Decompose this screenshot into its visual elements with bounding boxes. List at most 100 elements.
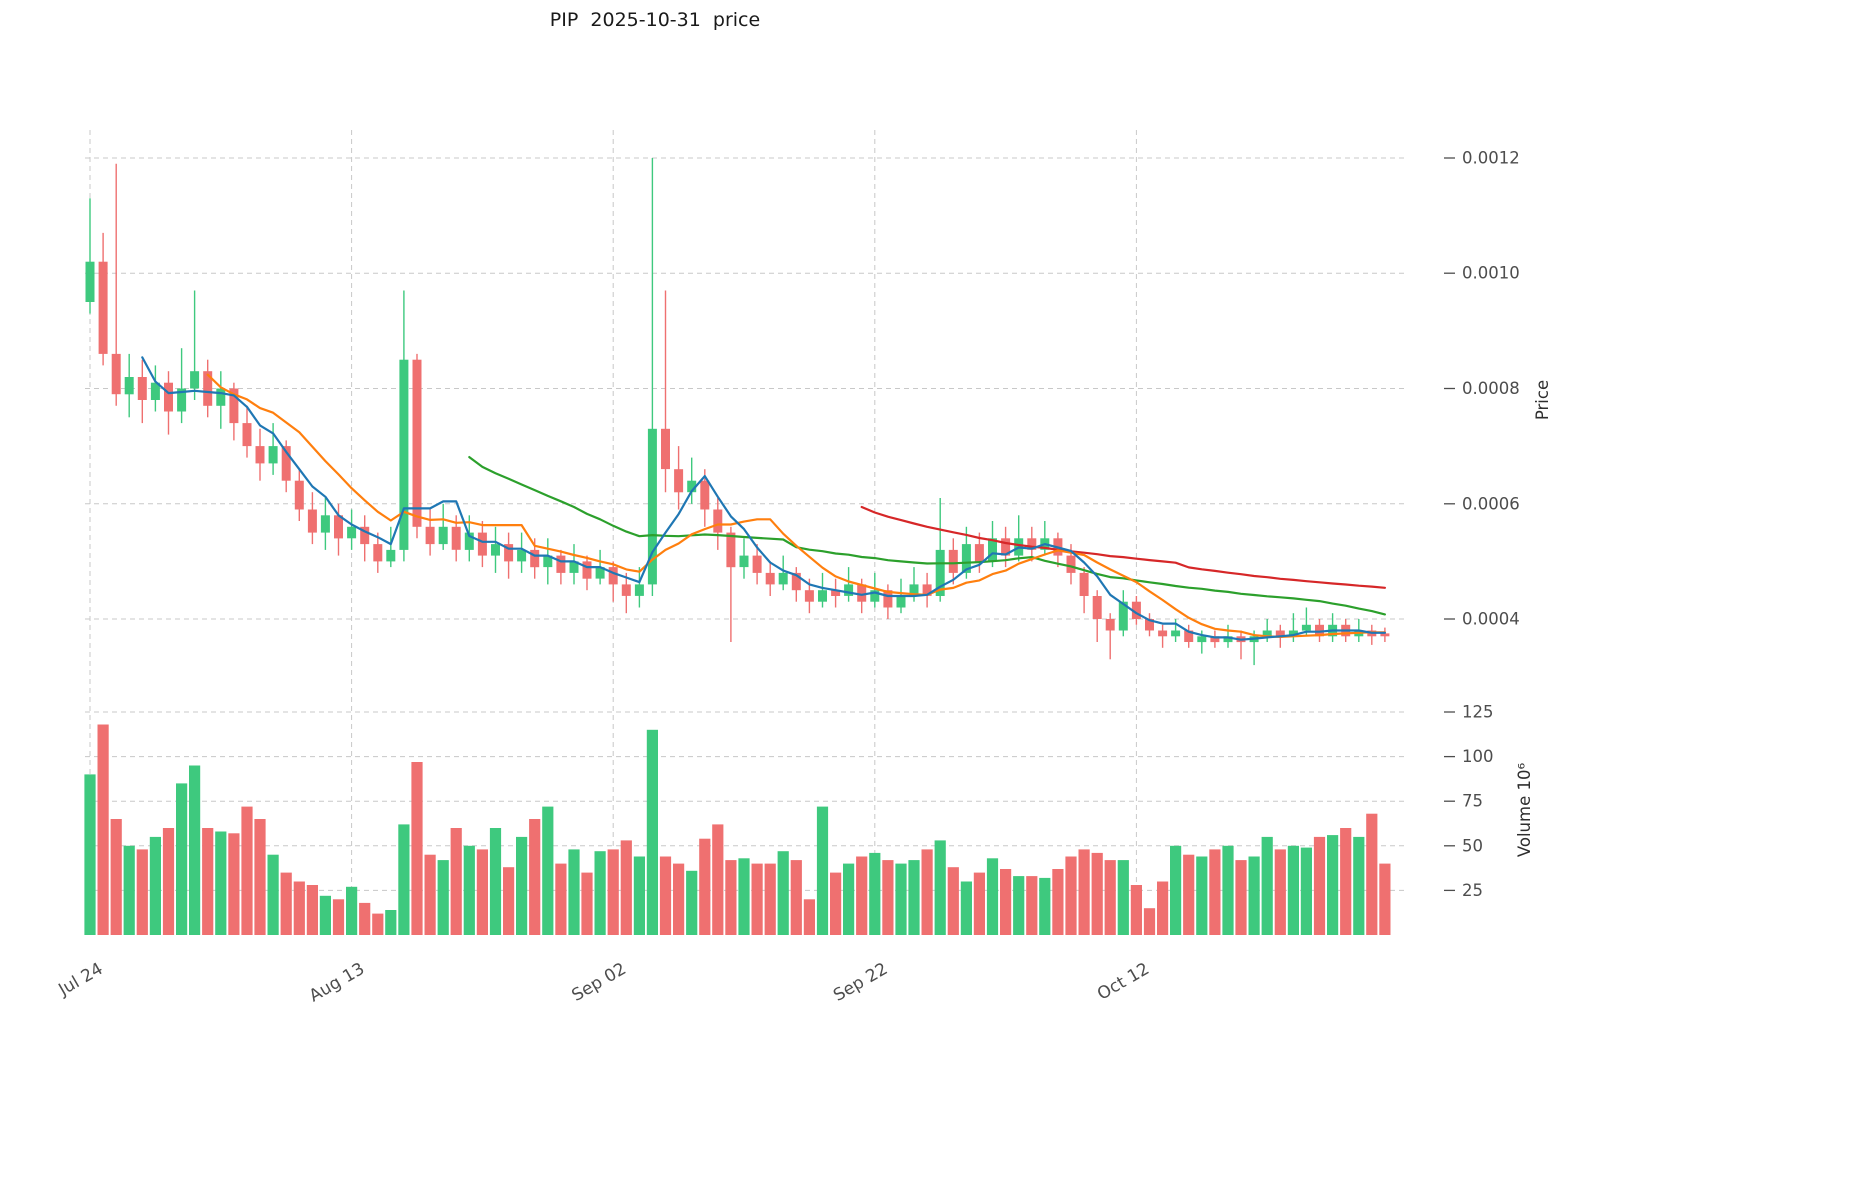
candle-body <box>1380 633 1390 637</box>
candle-body <box>909 584 919 596</box>
volume-bar <box>712 824 724 935</box>
volume-bar <box>790 860 802 935</box>
candle-body <box>1275 630 1285 637</box>
candle-body <box>399 359 409 550</box>
candle-body <box>320 515 330 533</box>
candle-body <box>1145 619 1154 631</box>
candle-body <box>1288 630 1298 637</box>
volume-bar <box>437 860 449 935</box>
volume-bar <box>529 819 541 935</box>
volume-bar <box>293 881 305 935</box>
ma-line-60 <box>860 505 1386 589</box>
volume-bar <box>97 724 109 935</box>
volume-bar <box>1026 876 1038 935</box>
candle-body <box>647 428 657 585</box>
volume-bar <box>1300 847 1312 935</box>
candle-body <box>438 526 448 545</box>
volume-bar <box>241 806 253 935</box>
volume-tick-label: 25 <box>1462 881 1483 900</box>
volume-bar <box>856 856 868 935</box>
volume-bar <box>581 872 593 935</box>
volume-bar <box>751 863 763 935</box>
candle-body <box>818 590 827 602</box>
volume-bar <box>659 856 672 935</box>
candle-body <box>111 353 121 395</box>
price-tick-label: 0.0006 <box>1462 494 1520 513</box>
volume-bar <box>372 913 384 935</box>
volume-bar <box>1366 813 1378 935</box>
volume-bar <box>267 854 279 935</box>
volume-bar <box>1130 885 1142 935</box>
candle-body <box>778 572 788 585</box>
volume-bar <box>620 840 632 935</box>
volume-bar <box>1091 852 1103 935</box>
volume-bar <box>1078 849 1090 935</box>
volume-bar <box>149 836 161 935</box>
volume-bar <box>686 870 698 935</box>
candle-body <box>268 446 278 464</box>
candle-body <box>569 561 579 573</box>
volume-bar <box>489 828 502 935</box>
candle-body <box>203 371 213 406</box>
volume-bar <box>503 867 515 935</box>
candle-body <box>517 549 527 562</box>
volume-bar <box>215 831 227 935</box>
volume-bar <box>1196 856 1208 935</box>
candle-body <box>857 584 867 602</box>
volume-bar <box>385 910 397 935</box>
volume-bar <box>568 849 580 935</box>
candle-body <box>451 526 461 550</box>
candle-body <box>621 584 631 596</box>
candle-body <box>831 590 841 596</box>
candle-body <box>870 590 880 602</box>
volume-bar <box>607 849 619 935</box>
candle-body <box>974 544 984 562</box>
volume-bar <box>332 899 345 935</box>
volume-bar <box>228 833 240 935</box>
volume-bar <box>254 819 266 935</box>
candle-body <box>791 572 801 591</box>
volume-bar <box>424 854 436 935</box>
volume-bar <box>1000 869 1012 935</box>
candle-body <box>713 509 723 533</box>
candle-body <box>150 382 160 400</box>
volume-bar <box>136 849 148 935</box>
candle-body <box>700 480 710 510</box>
candle-body <box>1184 630 1194 642</box>
candle-body <box>1197 636 1207 643</box>
candle-body <box>988 538 997 562</box>
candle-body <box>1301 624 1311 631</box>
volume-tick-label: 50 <box>1462 836 1483 855</box>
volume-bar <box>777 851 789 935</box>
candle-body <box>1092 596 1102 619</box>
volume-bar <box>398 824 410 935</box>
volume-bar <box>594 851 606 935</box>
volume-bar <box>1287 845 1299 935</box>
candle-body <box>504 544 514 562</box>
volume-bar <box>450 828 462 935</box>
candle-body <box>229 388 239 424</box>
volume-bar <box>1379 863 1391 935</box>
candle-body <box>961 544 971 573</box>
candle-body <box>425 526 435 545</box>
candle-body <box>1066 555 1076 573</box>
candle-body <box>752 555 762 573</box>
volume-bar <box>1313 836 1326 935</box>
volume-bar <box>1222 845 1234 935</box>
candle-body <box>922 584 932 596</box>
candle-body <box>1158 630 1168 637</box>
candle-body <box>661 428 670 470</box>
volume-bar <box>463 845 475 935</box>
volume-bar <box>1183 854 1195 935</box>
candle-body <box>1262 630 1272 637</box>
candle-body <box>1223 636 1233 643</box>
candle-body <box>1210 636 1220 643</box>
candle-body <box>281 446 291 481</box>
volume-bar <box>1065 856 1077 935</box>
candle-body <box>386 549 396 562</box>
candle-body <box>844 584 854 596</box>
volume-bar <box>189 765 201 935</box>
candle-body <box>1315 624 1324 637</box>
volume-bar <box>1157 881 1169 935</box>
volume-bar <box>162 828 175 935</box>
